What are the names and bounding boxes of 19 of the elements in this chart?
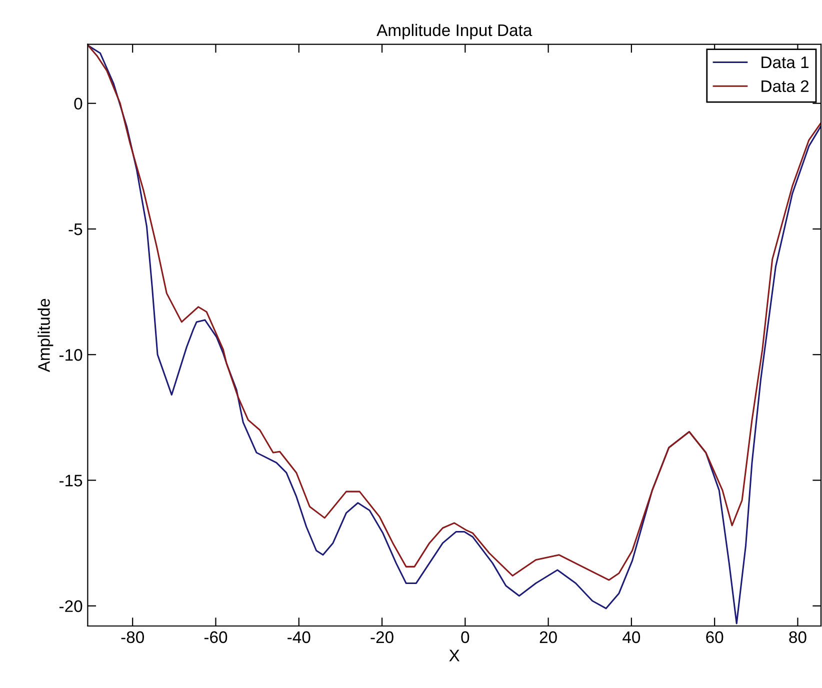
- x-axis-title: X: [449, 650, 460, 662]
- x-tick-label: -80: [121, 631, 144, 644]
- legend-label: Data 2: [762, 80, 808, 92]
- legend-label: Data 1: [762, 56, 809, 68]
- y-tick-label: -10: [59, 349, 82, 361]
- x-tick-label: 80: [789, 631, 806, 644]
- y-tick-label: 0: [74, 98, 82, 110]
- x-tick-label: -20: [370, 631, 394, 644]
- y-tick-label: -5: [68, 224, 82, 236]
- x-tick-label: 60: [706, 631, 724, 644]
- y-tick-label: -20: [59, 600, 82, 612]
- y-axis-title: Amplitude: [38, 298, 54, 372]
- x-tick-label: 20: [540, 631, 557, 644]
- x-tick-label: -60: [204, 631, 228, 644]
- x-tick-label: -40: [288, 631, 310, 644]
- x-tick-label: 40: [622, 631, 640, 644]
- chart-title: Amplitude Input Data: [376, 24, 532, 40]
- x-tick-label: 0: [461, 631, 470, 644]
- y-tick-label: -15: [59, 474, 82, 486]
